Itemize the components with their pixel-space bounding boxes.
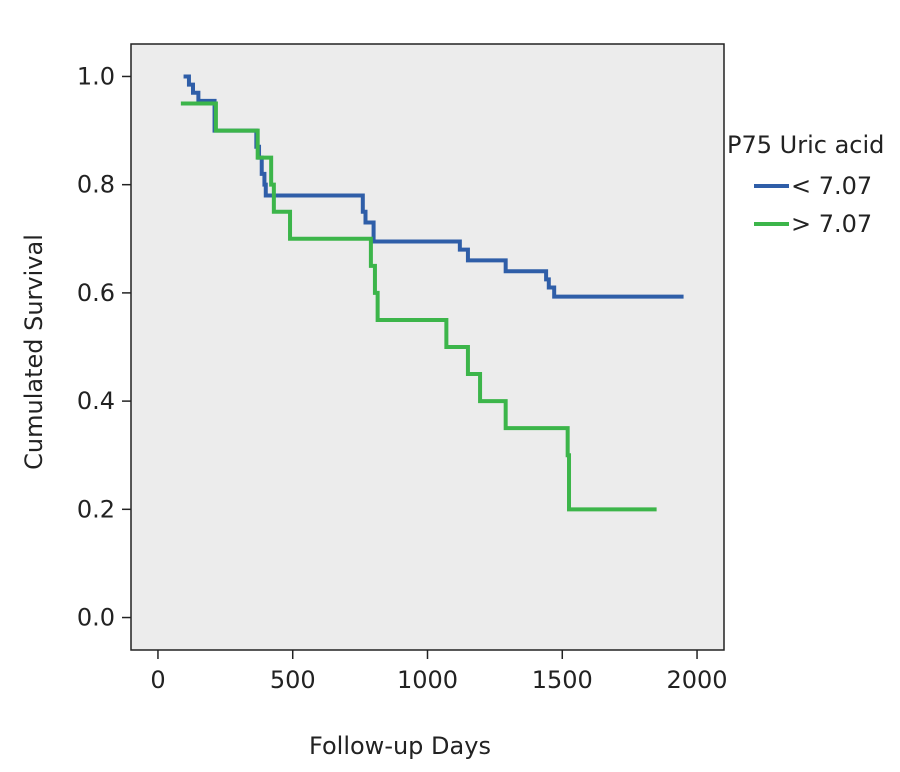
x-tick-label: 1000 bbox=[397, 666, 458, 694]
series-layer bbox=[180, 74, 684, 512]
y-tick-label: 0.8 bbox=[77, 171, 115, 199]
y-tick-label: 0.6 bbox=[77, 279, 115, 307]
y-tick-label: 1.0 bbox=[77, 62, 115, 90]
legend-label-low: < 7.07 bbox=[791, 172, 872, 200]
y-tick-label: 0.4 bbox=[77, 387, 115, 415]
x-axis: 0 500 1000 1500 2000 bbox=[150, 650, 728, 694]
legend: P75 Uric acid < 7.07 > 7.07 bbox=[727, 131, 884, 238]
y-axis: 0.0 0.2 0.4 0.6 0.8 1.0 bbox=[77, 62, 131, 632]
x-axis-title: Follow-up Days bbox=[309, 732, 491, 760]
plot-area bbox=[130, 43, 725, 651]
x-tick-label: 500 bbox=[270, 666, 316, 694]
x-tick-label: 2000 bbox=[667, 666, 728, 694]
y-tick-label: 0.0 bbox=[77, 604, 115, 632]
legend-title: P75 Uric acid bbox=[727, 131, 884, 159]
y-axis-title: Cumulated Survival bbox=[20, 234, 48, 470]
series-line-high bbox=[180, 101, 657, 512]
x-tick-label: 1500 bbox=[532, 666, 593, 694]
x-tick-label: 0 bbox=[150, 666, 165, 694]
legend-label-high: > 7.07 bbox=[791, 210, 872, 238]
series-line-low bbox=[183, 74, 684, 299]
y-tick-label: 0.2 bbox=[77, 495, 115, 523]
